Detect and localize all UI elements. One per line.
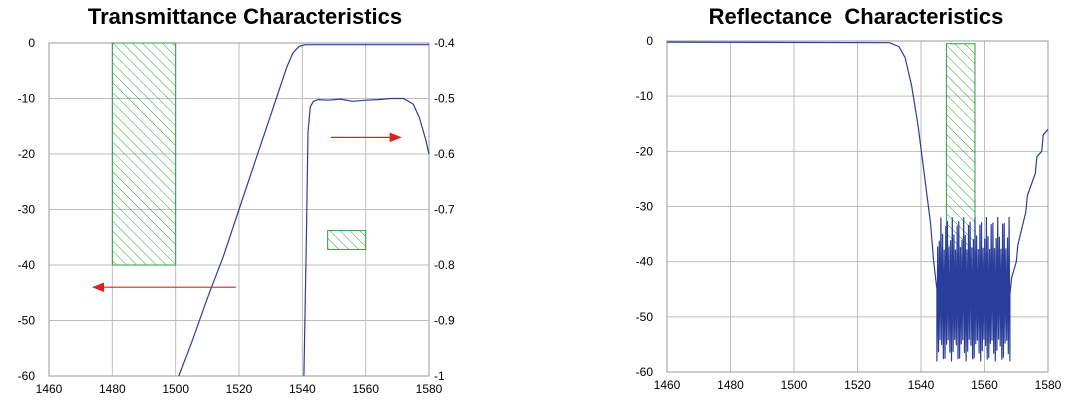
y-tick-label: -60 — [18, 369, 36, 383]
y-tick-label: -30 — [636, 200, 654, 214]
spec-band — [327, 230, 367, 250]
x-tick-label: 1480 — [717, 378, 744, 392]
x-tick-label: 1560 — [352, 382, 379, 396]
y-tick-label: 0 — [646, 34, 653, 48]
x-tick-label: 1460 — [36, 382, 63, 396]
y-tick-label: -40 — [636, 255, 654, 269]
y2-tick-label: -0.7 — [434, 203, 455, 217]
x-tick-label: 1580 — [1035, 378, 1062, 392]
chart-title-transmittance: Transmittance Characteristics — [87, 4, 403, 29]
x-tick-label: 1500 — [781, 378, 808, 392]
x-tick-label: 1500 — [162, 382, 189, 396]
transmittance-chart: 1460 1480 1500 1520 1540 1560 1580 0 -10 -20 -30 -4… — [18, 36, 455, 396]
y-tick-label: -20 — [636, 144, 654, 158]
y-tick-label: -50 — [18, 314, 36, 328]
x-tick-label: 1520 — [226, 382, 253, 396]
x-tick-label: 1580 — [416, 382, 443, 396]
y-tick-label: -30 — [18, 203, 36, 217]
series-line — [178, 44, 429, 377]
y2-tick-label: -0.4 — [434, 36, 455, 50]
y2-tick-label: -1 — [434, 369, 445, 383]
plot-frame — [666, 40, 1049, 373]
x-tick-label: 1520 — [844, 378, 871, 392]
y-tick-label: -40 — [18, 258, 36, 272]
series-line — [666, 41, 1049, 362]
y-tick-label: -50 — [636, 310, 654, 324]
x-tick-label: 1540 — [289, 382, 316, 396]
y2-tick-label: -0.5 — [434, 92, 455, 106]
y-tick-label: -10 — [18, 92, 36, 106]
y-tick-label: -60 — [636, 365, 654, 379]
y-tick-label: 0 — [28, 36, 35, 50]
y2-tick-label: -0.9 — [434, 314, 455, 328]
series-line — [303, 97, 430, 377]
y2-tick-label: -0.8 — [434, 258, 455, 272]
reflectance-chart: 1460 1480 1500 1520 1540 1560 1580 0 -10 -20 -30 -4… — [636, 34, 1062, 392]
x-tick-label: 1480 — [99, 382, 126, 396]
y-tick-label: -20 — [18, 147, 36, 161]
x-tick-label: 1540 — [908, 378, 935, 392]
x-tick-label: 1460 — [654, 378, 681, 392]
spec-band — [111, 42, 177, 266]
x-tick-label: 1560 — [971, 378, 998, 392]
y2-tick-label: -0.6 — [434, 147, 455, 161]
y-tick-label: -10 — [636, 89, 654, 103]
chart-title-reflectance: Reflectance Characteristics — [708, 4, 1004, 29]
plot-frame — [48, 42, 430, 377]
